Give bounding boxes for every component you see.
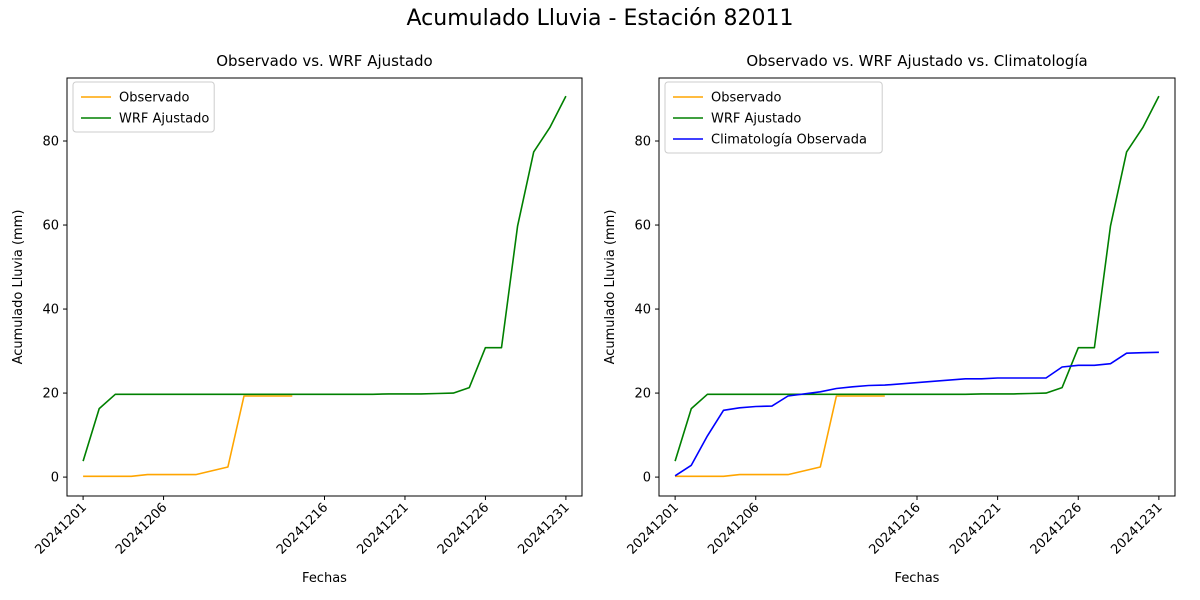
legend-label: Observado [119, 91, 190, 106]
x-tick-label: 20241216 [866, 500, 923, 557]
y-tick-label: 40 [42, 303, 59, 318]
x-tick-label: 20241231 [515, 500, 572, 557]
chart-panel-1: Observado vs. WRF Ajustado 0 20 40 60 80 20241… [11, 52, 583, 586]
y-tick-label: 60 [634, 219, 651, 234]
chart-title: Observado vs. WRF Ajustado [216, 52, 432, 70]
y-tick-label: 80 [42, 135, 59, 150]
series-line-observado [675, 395, 885, 478]
x-tick-label: 20241201 [625, 500, 682, 557]
x-tick-label: 20241206 [705, 500, 762, 557]
chart-panel-2: Observado vs. WRF Ajustado vs. Climatolo… [603, 52, 1176, 586]
legend: Observado WRF Ajustado [72, 81, 215, 133]
legend: Observado WRF Ajustado Climatología Observ… [664, 81, 883, 154]
x-tick-label: 20241231 [1108, 500, 1165, 557]
y-axis-label: Acumulado Lluvia (mm) [11, 210, 26, 365]
plot-frame [66, 77, 583, 497]
legend-box [72, 81, 215, 133]
y-tick-label: 0 [51, 471, 59, 486]
legend-label: Observado [711, 91, 782, 106]
y-tick-label: 60 [42, 219, 59, 234]
x-axis-label: Fechas [302, 571, 347, 586]
figure-suptitle: Acumulado Lluvia - Estación 82011 [406, 6, 794, 31]
x-tick-label: 20241221 [354, 500, 411, 557]
y-tick-label: 80 [634, 135, 651, 150]
legend-label: Climatología Observada [711, 133, 867, 148]
legend-label: WRF Ajustado [711, 112, 801, 127]
x-tick-label: 20241206 [113, 500, 170, 557]
x-tick-label: 20241221 [947, 500, 1004, 557]
x-tick-label: 20241216 [274, 500, 331, 557]
series-line-wrf [674, 95, 1160, 462]
legend-label: WRF Ajustado [119, 112, 209, 127]
y-axis-label: Acumulado Lluvia (mm) [603, 210, 618, 365]
chart-title: Observado vs. WRF Ajustado vs. Climatolo… [746, 52, 1087, 70]
x-tick-label: 20241201 [33, 500, 90, 557]
series-line-climatologia [674, 351, 1159, 477]
series-line-observado [83, 395, 293, 478]
y-tick-label: 0 [643, 471, 651, 486]
x-axis-label: Fechas [895, 571, 940, 586]
x-tick-label: 20241226 [1028, 500, 1085, 557]
y-tick-label: 20 [42, 387, 59, 402]
x-tick-label: 20241226 [435, 500, 492, 557]
y-tick-label: 20 [634, 387, 651, 402]
y-tick-label: 40 [634, 303, 651, 318]
series-line-wrf [82, 95, 567, 462]
legend-box [664, 81, 883, 154]
